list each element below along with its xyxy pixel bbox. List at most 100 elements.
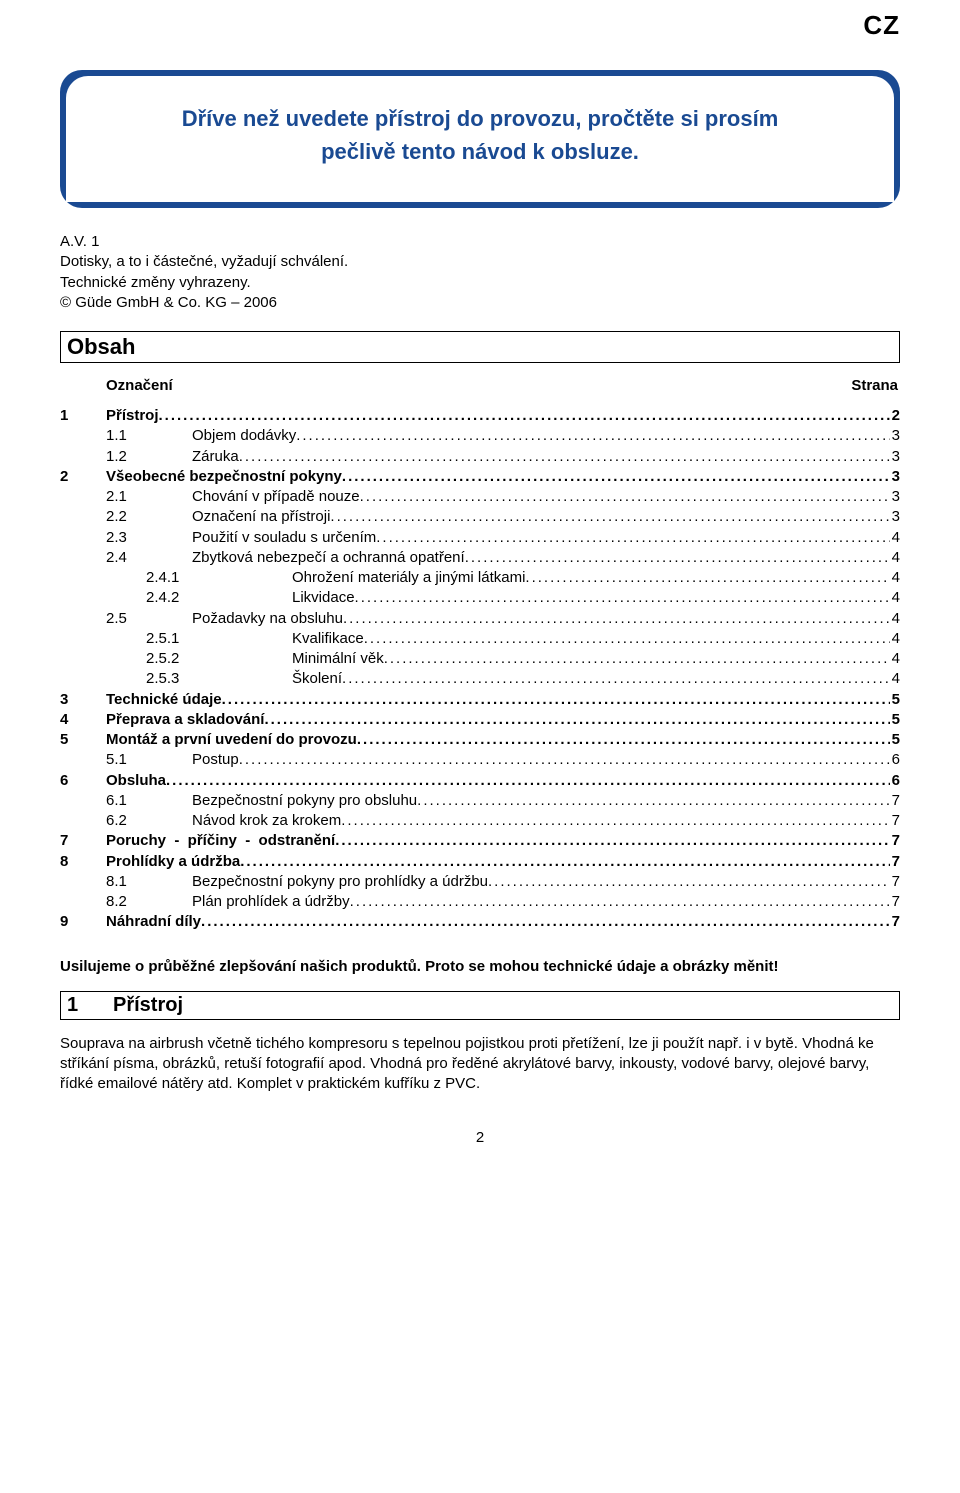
toc-page: 2 bbox=[890, 406, 900, 426]
toc-label: Zbytková nebezpečí a ochranná opatření bbox=[192, 548, 465, 568]
toc-leader-dots bbox=[201, 912, 890, 932]
meta-line: Dotisky, a to i částečné, vyžadují schvá… bbox=[60, 252, 900, 272]
toc-row: 2.3Použití v souladu s určením4 bbox=[60, 528, 900, 548]
toc-row: 2.5.1Kvalifikace4 bbox=[60, 629, 900, 649]
toc-row: 8.1Bezpečnostní pokyny pro prohlídky a ú… bbox=[60, 872, 900, 892]
toc-row: 5.1Postup6 bbox=[60, 750, 900, 770]
toc-page: 5 bbox=[890, 730, 900, 750]
toc-label: Školení bbox=[292, 669, 342, 689]
toc-row: 2.5.2Minimální věk4 bbox=[60, 649, 900, 669]
toc-row: 1.2Záruka3 bbox=[60, 447, 900, 467]
toc-page: 3 bbox=[890, 447, 900, 467]
toc-leader-dots bbox=[357, 730, 890, 750]
toc-leader-dots bbox=[239, 447, 890, 467]
toc-page: 5 bbox=[890, 690, 900, 710]
toc-number: 2.4.2 bbox=[60, 588, 292, 608]
toc: 1Přístroj21.1Objem dodávky31.2Záruka32Vš… bbox=[60, 406, 900, 933]
toc-label: Návod krok za krokem bbox=[192, 811, 341, 831]
toc-number: 2.4.1 bbox=[60, 568, 292, 588]
toc-number: 1.2 bbox=[60, 447, 192, 467]
notice-banner-frame: Dříve než uvedete přístroj do provozu, p… bbox=[60, 70, 900, 208]
toc-leader-dots bbox=[330, 507, 889, 527]
toc-row: 2.4.2Likvidace 4 bbox=[60, 588, 900, 608]
toc-leader-dots bbox=[159, 406, 890, 426]
toc-row: 2.4.1Ohrožení materiály a jinými látkami… bbox=[60, 568, 900, 588]
toc-number: 8.2 bbox=[60, 892, 192, 912]
toc-leader-dots bbox=[222, 690, 890, 710]
language-badge: CZ bbox=[863, 10, 900, 41]
toc-page: 7 bbox=[890, 892, 900, 912]
toc-row: 5Montáž a první uvedení do provozu5 bbox=[60, 730, 900, 750]
toc-leader-dots bbox=[166, 771, 890, 791]
toc-page: 4 bbox=[890, 649, 900, 669]
toc-label: Použití v souladu s určením bbox=[192, 528, 376, 548]
toc-number: 2.2 bbox=[60, 507, 192, 527]
toc-page: 7 bbox=[890, 791, 900, 811]
toc-page: 4 bbox=[890, 588, 900, 608]
toc-leader-dots bbox=[239, 750, 890, 770]
toc-leader-dots bbox=[342, 467, 890, 487]
toc-row: 6Obsluha6 bbox=[60, 771, 900, 791]
toc-number: 2.4 bbox=[60, 548, 192, 568]
section-body: Souprava na airbrush včetně tichého komp… bbox=[60, 1034, 900, 1095]
toc-leader-dots bbox=[350, 892, 890, 912]
toc-page: 7 bbox=[890, 811, 900, 831]
meta-line: Technické změny vyhrazeny. bbox=[60, 273, 900, 293]
toc-label: Bezpečnostní pokyny pro prohlídky a údrž… bbox=[192, 872, 488, 892]
toc-page: 3 bbox=[890, 487, 900, 507]
toc-page: 3 bbox=[890, 426, 900, 446]
toc-number: 2.5.3 bbox=[60, 669, 292, 689]
toc-page: 4 bbox=[890, 528, 900, 548]
toc-leader-dots bbox=[335, 831, 889, 851]
toc-leader-dots bbox=[240, 852, 889, 872]
toc-number: 2.5.1 bbox=[60, 629, 292, 649]
toc-label: Ohrožení materiály a jinými látkami bbox=[292, 568, 525, 588]
toc-page: 7 bbox=[890, 831, 900, 851]
toc-leader-dots bbox=[343, 609, 890, 629]
toc-leader-dots bbox=[360, 487, 890, 507]
toc-row: 6.1Bezpečnostní pokyny pro obsluhu7 bbox=[60, 791, 900, 811]
toc-leader-dots bbox=[465, 548, 890, 568]
toc-label: Prohlídky a údržba bbox=[106, 852, 240, 872]
toc-label: Všeobecné bezpečnostní pokyny bbox=[106, 467, 342, 487]
toc-page: 6 bbox=[890, 750, 900, 770]
toc-leader-dots bbox=[376, 528, 889, 548]
toc-leader-dots bbox=[264, 710, 889, 730]
toc-number: 6.1 bbox=[60, 791, 192, 811]
toc-row: 6.2Návod krok za krokem7 bbox=[60, 811, 900, 831]
toc-label: Likvidace bbox=[292, 588, 355, 608]
toc-label: Obsluha bbox=[106, 771, 166, 791]
toc-leader-dots bbox=[364, 629, 890, 649]
toc-number: 1 bbox=[60, 406, 106, 426]
toc-label: Montáž a první uvedení do provozu bbox=[106, 730, 357, 750]
toc-label: Chování v případě nouze bbox=[192, 487, 360, 507]
toc-row: 4Přeprava a skladování5 bbox=[60, 710, 900, 730]
toc-number: 8.1 bbox=[60, 872, 192, 892]
toc-leader-dots bbox=[417, 791, 890, 811]
notice-banner: Dříve než uvedete přístroj do provozu, p… bbox=[66, 76, 894, 202]
toc-row: 8.2Plán prohlídek a údržby7 bbox=[60, 892, 900, 912]
toc-label: Přeprava a skladování bbox=[106, 710, 264, 730]
toc-row: 2.4Zbytková nebezpečí a ochranná opatřen… bbox=[60, 548, 900, 568]
toc-number: 2.5 bbox=[60, 609, 192, 629]
toc-label: Technické údaje bbox=[106, 690, 222, 710]
toc-header-page: Strana bbox=[851, 377, 898, 394]
toc-label: Poruchy - příčiny - odstranění bbox=[106, 831, 335, 851]
toc-leader-dots bbox=[342, 669, 890, 689]
toc-leader-dots bbox=[384, 649, 890, 669]
toc-page: 7 bbox=[890, 852, 900, 872]
toc-number: 5 bbox=[60, 730, 106, 750]
meta-line: A.V. 1 bbox=[60, 232, 900, 252]
toc-page: 7 bbox=[890, 912, 900, 932]
section-number: 1 bbox=[67, 994, 113, 1017]
toc-leader-dots bbox=[525, 568, 889, 588]
toc-label: Objem dodávky bbox=[192, 426, 296, 446]
toc-row: 2.5.3Školení4 bbox=[60, 669, 900, 689]
toc-label: Přístroj bbox=[106, 406, 159, 426]
toc-leader-dots bbox=[341, 811, 889, 831]
toc-row: 2.5Požadavky na obsluhu4 bbox=[60, 609, 900, 629]
section-title-text: Přístroj bbox=[113, 994, 183, 1016]
toc-label: Požadavky na obsluhu bbox=[192, 609, 343, 629]
toc-page: 4 bbox=[890, 568, 900, 588]
toc-leader-dots bbox=[296, 426, 889, 446]
